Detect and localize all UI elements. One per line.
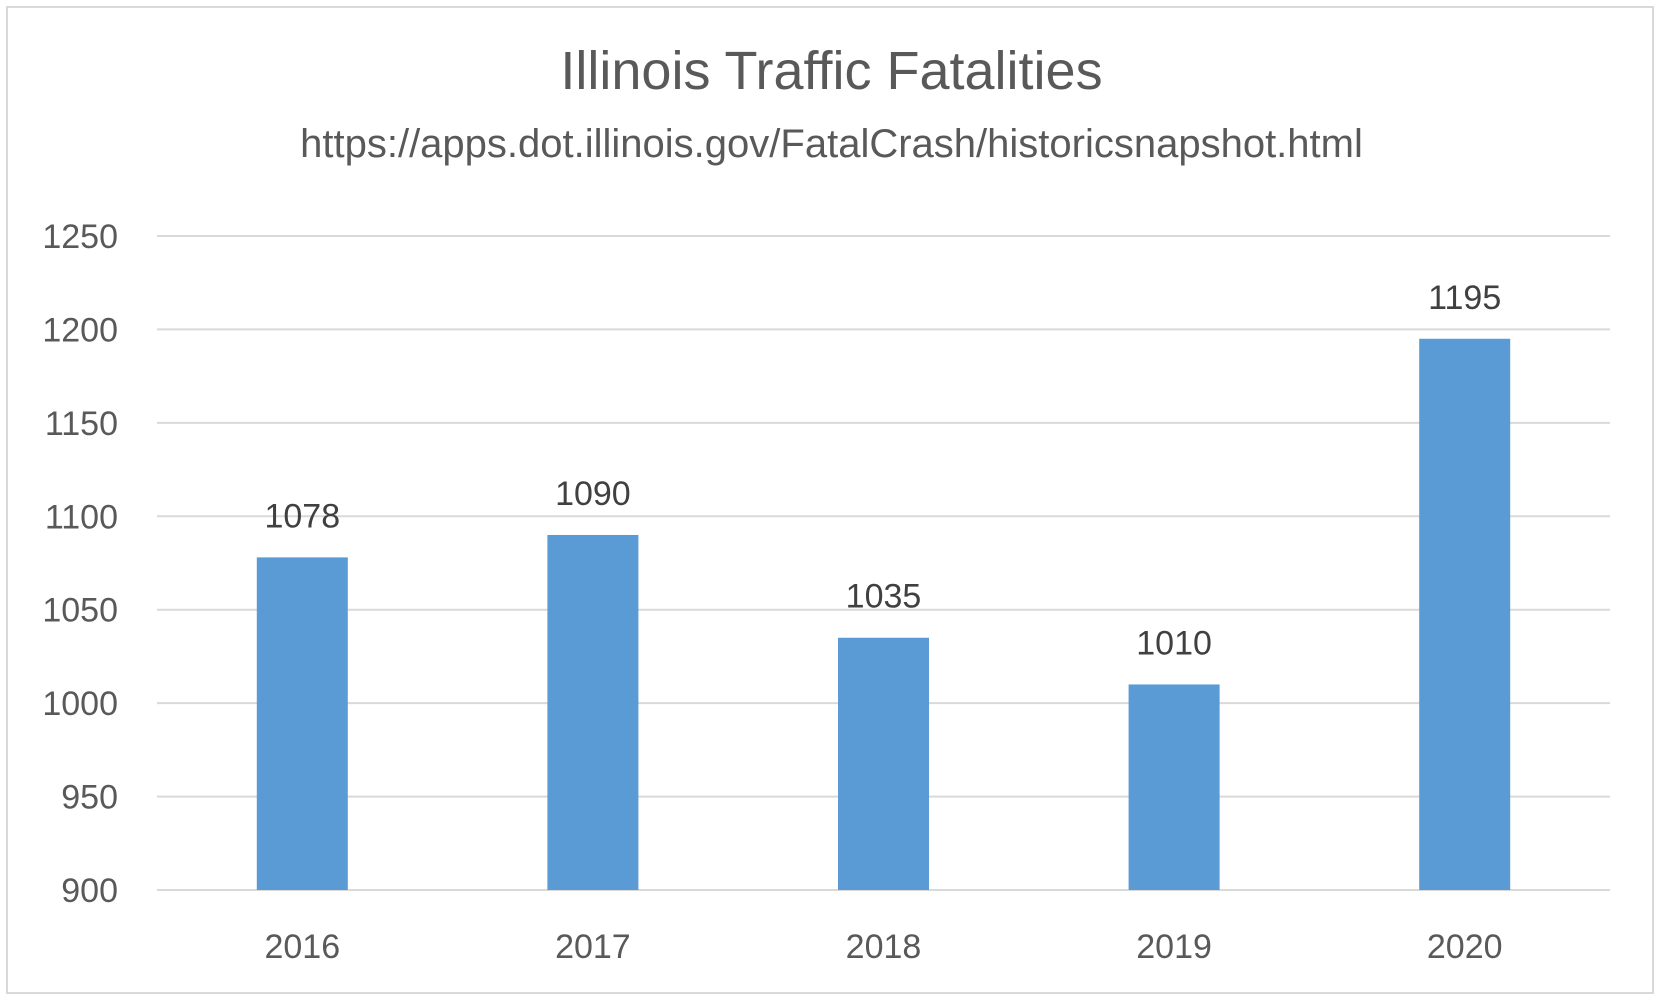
- y-tick-label: 1200: [42, 311, 118, 349]
- bar-2016: [256, 557, 348, 890]
- bars: [256, 338, 1511, 890]
- y-tick-label: 1150: [45, 405, 118, 443]
- chart-subtitle: https://apps.dot.illinois.gov/FatalCrash…: [300, 122, 1363, 166]
- y-tick-label: 1100: [45, 498, 118, 536]
- data-labels: 1078 1090 1035 1010 1195: [264, 279, 1501, 663]
- x-tick-label: 2017: [555, 928, 631, 966]
- data-label-2020: 1195: [1428, 279, 1501, 317]
- y-axis-tick-labels: 900 950 1000 1050 1100 1150 1200 1250: [42, 218, 118, 910]
- x-tick-label: 2016: [264, 928, 340, 966]
- data-label-2018: 1035: [846, 578, 922, 616]
- y-tick-label: 1250: [42, 218, 118, 256]
- bar-2019: [1128, 684, 1220, 890]
- x-tick-label: 2018: [846, 928, 922, 966]
- data-label-2016: 1078: [264, 497, 340, 535]
- y-tick-label: 900: [61, 872, 118, 910]
- y-tick-label: 950: [61, 779, 118, 817]
- x-tick-label: 2019: [1136, 928, 1212, 966]
- x-axis-tick-labels: 2016 2017 2018 2019 2020: [264, 928, 1502, 966]
- bar-2017: [547, 534, 639, 890]
- y-tick-label: 1000: [42, 685, 118, 723]
- data-label-2019: 1010: [1136, 624, 1212, 662]
- y-tick-label: 1050: [42, 592, 118, 630]
- data-label-2017: 1090: [555, 475, 631, 513]
- chart-title: Illinois Traffic Fatalities: [560, 41, 1103, 101]
- bar-2018: [838, 637, 929, 890]
- bar-2020: [1419, 338, 1511, 890]
- x-tick-label: 2020: [1427, 928, 1503, 966]
